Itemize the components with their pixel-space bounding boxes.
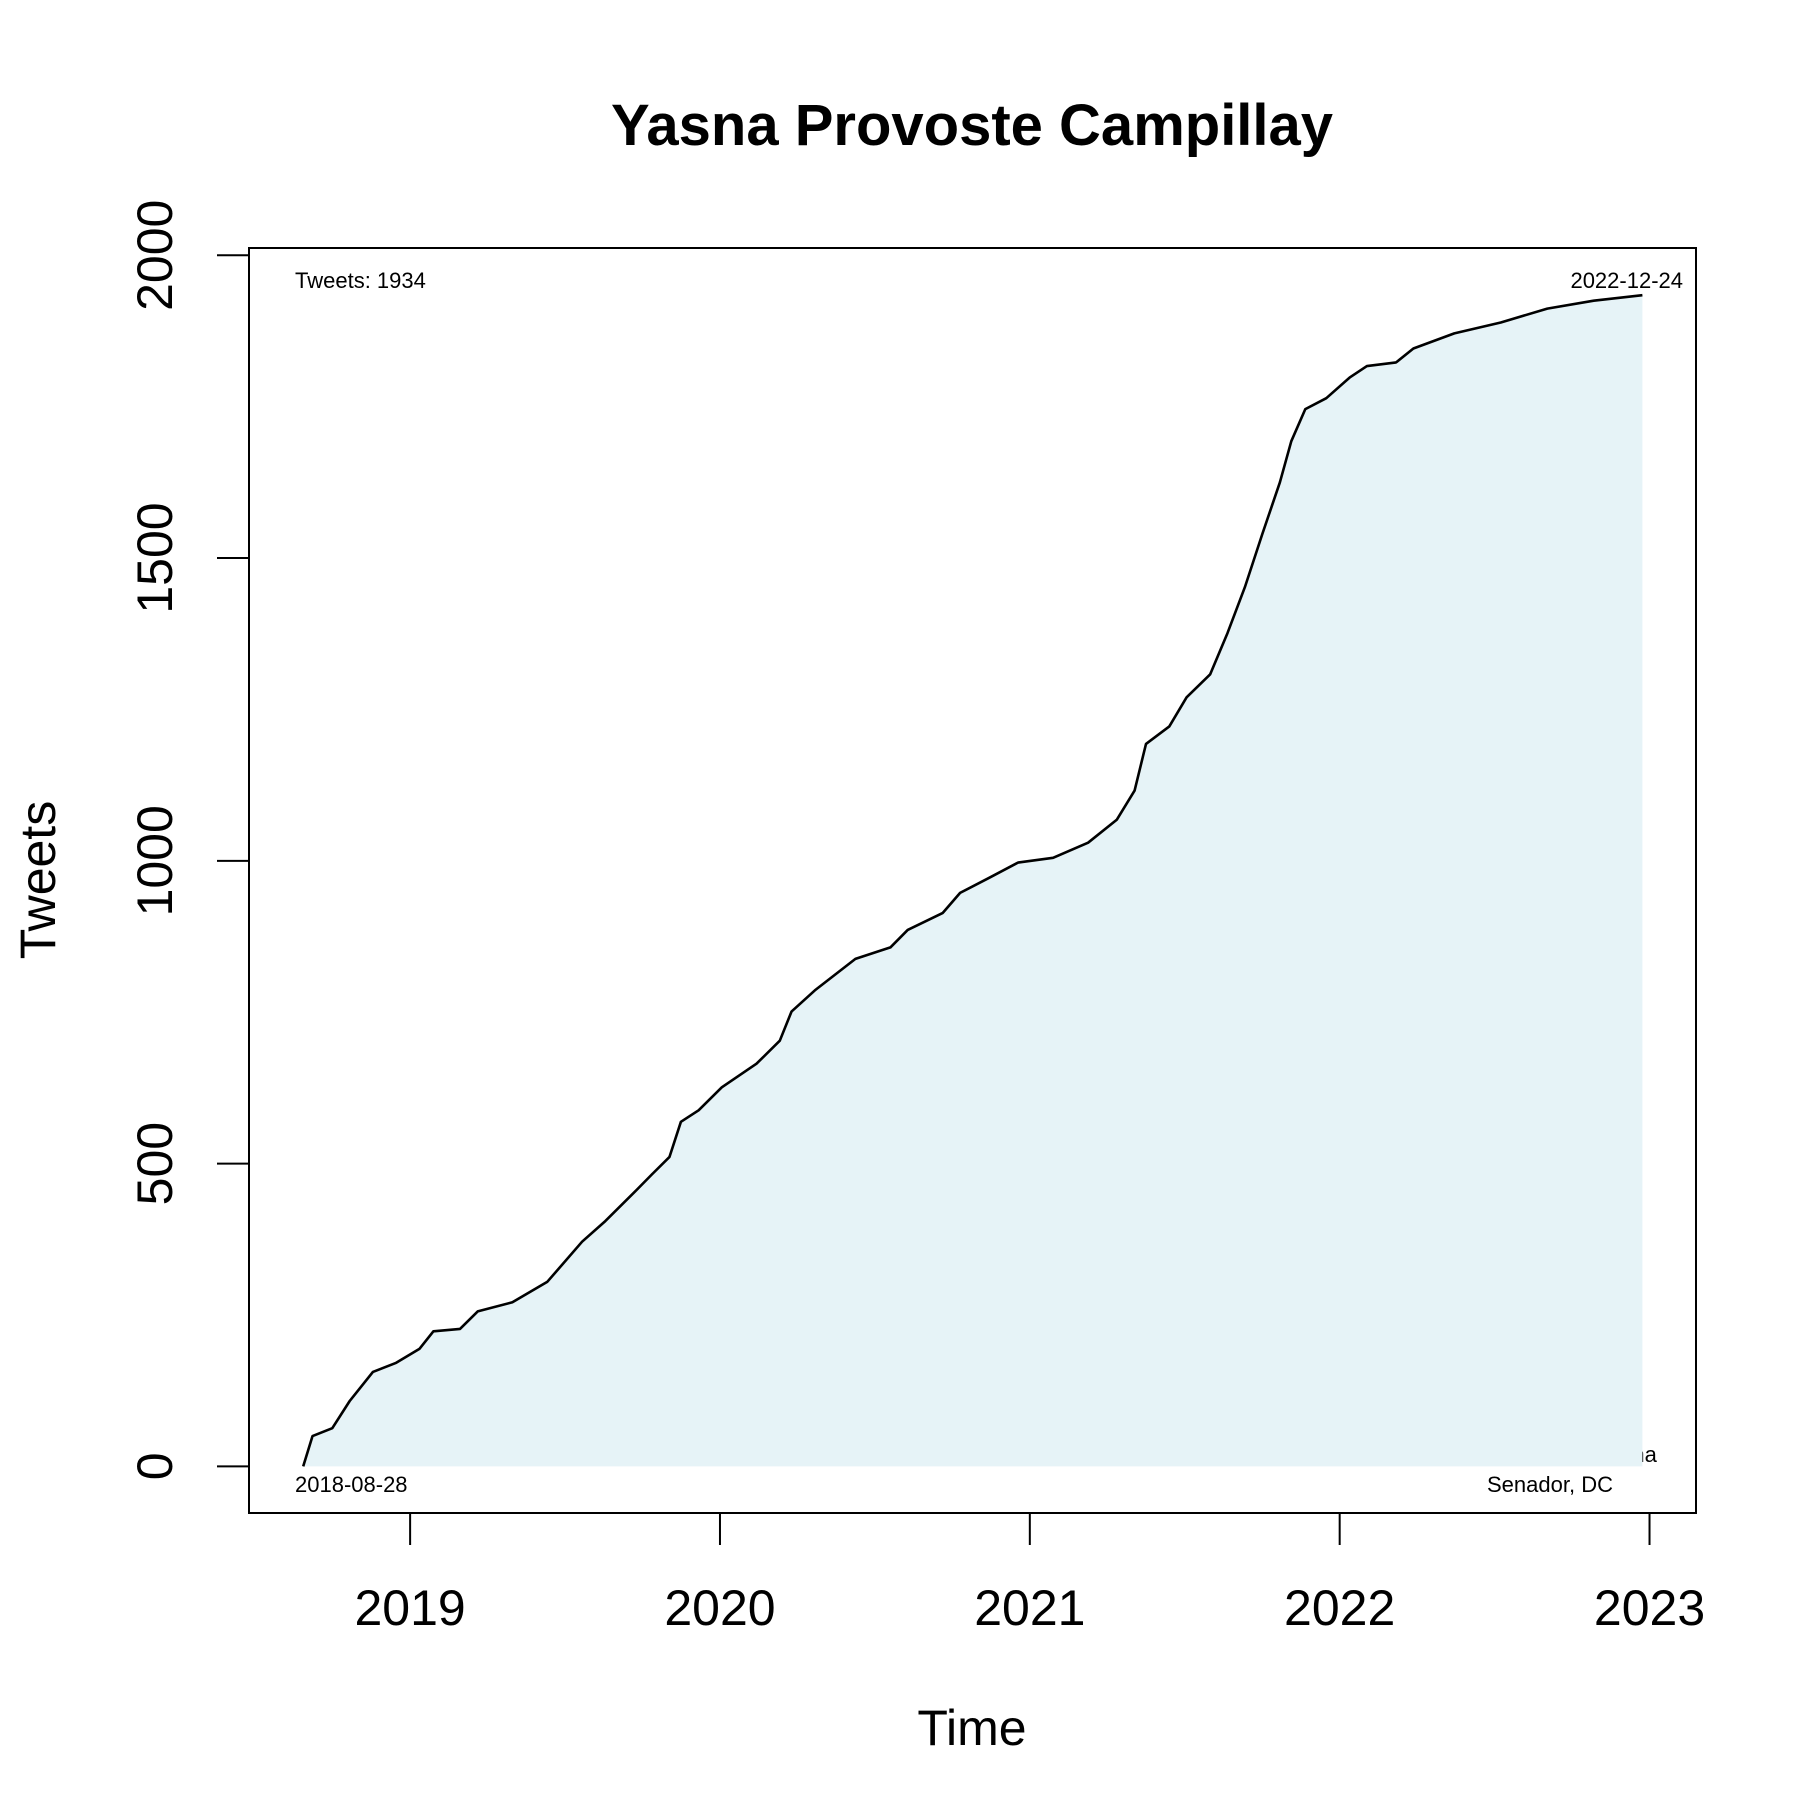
x-axis-label: Time xyxy=(917,1700,1026,1756)
x-tick-label: 2023 xyxy=(1594,1580,1705,1636)
annotation: 2022-12-24 xyxy=(1570,268,1683,293)
y-tick-label: 2000 xyxy=(127,200,183,311)
y-tick-label: 0 xyxy=(127,1452,183,1480)
x-tick-label: 2020 xyxy=(664,1580,775,1636)
annotation: Tweets: 1934 xyxy=(295,268,426,293)
plot-frame xyxy=(248,247,1697,1514)
x-tick-label: 2019 xyxy=(355,1580,466,1636)
annotation: Senador, DC xyxy=(1487,1472,1613,1497)
area xyxy=(303,295,1643,1467)
y-tick-label: 1000 xyxy=(127,805,183,916)
y-axis-label: Tweets xyxy=(10,801,66,959)
x-tick-label: 2021 xyxy=(974,1580,1085,1636)
annotation: 2018-08-28 xyxy=(295,1472,408,1497)
y-tick-label: 500 xyxy=(127,1122,183,1205)
line xyxy=(301,293,1643,1467)
y-tick-label: 1500 xyxy=(127,502,183,613)
x-tick-label: 2022 xyxy=(1284,1580,1395,1636)
chart-title: Yasna Provoste Campillay xyxy=(611,93,1333,158)
